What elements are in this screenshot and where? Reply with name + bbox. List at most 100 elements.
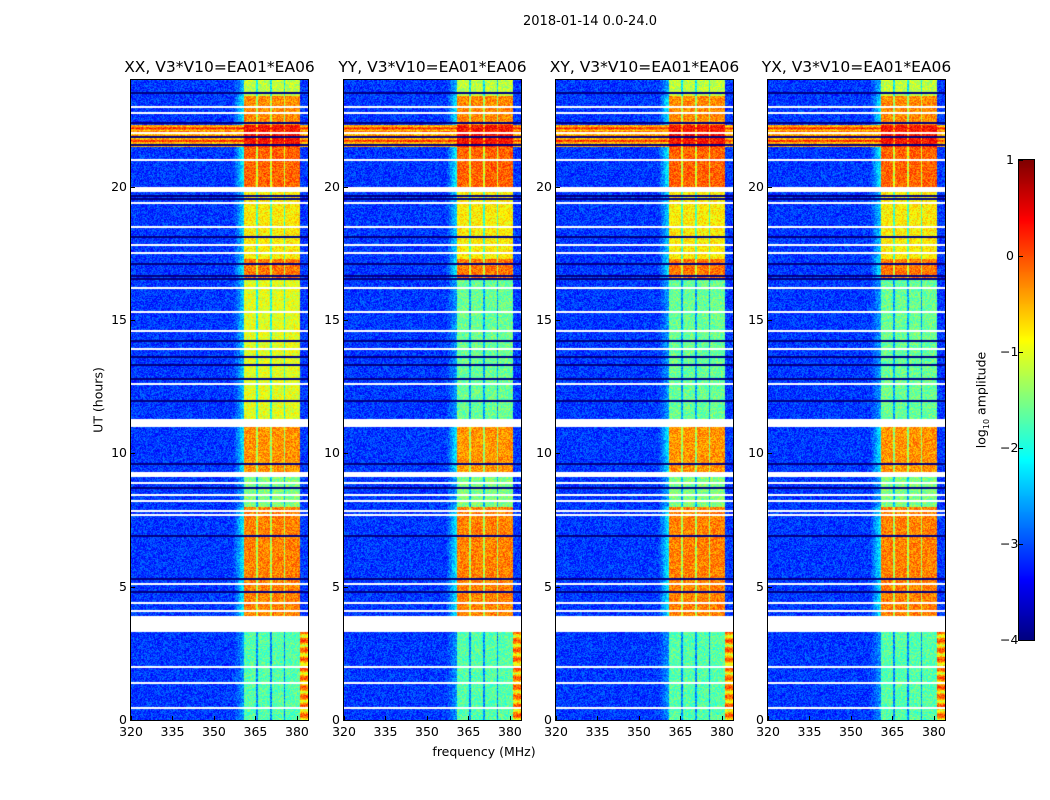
colorbar-label-log: log <box>973 429 989 449</box>
y-tick-label: 0 <box>332 712 340 727</box>
y-tick-mark <box>131 320 135 321</box>
y-tick-mark <box>344 453 348 455</box>
x-tick-label: 350 <box>415 724 439 739</box>
y-tick-mark <box>768 586 772 588</box>
x-tick-mark <box>680 716 682 720</box>
x-tick-mark <box>768 716 769 720</box>
panel-title: YY, V3*V10=EA01*EA06 <box>338 58 527 76</box>
spectrogram-panel <box>343 79 522 721</box>
x-tick-label: 335 <box>585 724 610 739</box>
x-tick-label: 365 <box>668 724 693 739</box>
x-tick-label: 380 <box>285 724 309 739</box>
y-tick-label: 10 <box>536 445 552 461</box>
y-tick-label: 20 <box>111 178 127 194</box>
y-tick-label: 15 <box>324 312 340 327</box>
y-tick-mark <box>768 186 772 188</box>
y-tick-mark <box>344 720 348 721</box>
y-tick-mark <box>556 586 560 588</box>
x-tick-label: 365 <box>880 724 905 739</box>
x-tick-mark <box>721 716 723 720</box>
x-tick-mark <box>809 716 811 720</box>
panel-title: YX, V3*V10=EA01*EA06 <box>761 58 952 76</box>
y-tick-label: 20 <box>748 178 764 194</box>
spectrogram-heatmap <box>344 80 521 720</box>
x-tick-label: 320 <box>332 724 356 739</box>
x-tick-label: 320 <box>544 724 568 739</box>
y-tick-label: 5 <box>544 578 552 594</box>
figure-suptitle: 2018-01-14 0.0-24.0 <box>523 14 657 29</box>
x-tick-mark <box>255 716 257 720</box>
colorbar-tick-label: 1 <box>1006 152 1014 167</box>
y-tick-label: 15 <box>111 312 127 327</box>
x-tick-label: 350 <box>627 724 651 739</box>
y-tick-mark <box>556 720 560 721</box>
x-tick-mark <box>509 716 511 720</box>
y-tick-label: 10 <box>748 445 764 461</box>
spectrogram-panel <box>555 79 734 721</box>
x-tick-label: 365 <box>456 724 481 739</box>
y-tick-label: 0 <box>119 712 127 727</box>
x-tick-mark <box>296 716 298 720</box>
x-tick-mark <box>385 716 387 720</box>
x-tick-label: 335 <box>373 724 398 739</box>
colorbar-label-suffix: amplitude <box>973 351 989 419</box>
y-tick-mark <box>768 453 772 455</box>
y-tick-label: 20 <box>324 178 340 194</box>
colorbar-tick-mark <box>1019 352 1023 353</box>
colorbar-tick-label: −3 <box>1000 536 1019 551</box>
colorbar-tick-label: −4 <box>1000 632 1019 647</box>
colorbar-tick-mark <box>1019 160 1023 161</box>
x-tick-label: 350 <box>202 724 226 739</box>
y-tick-label: 5 <box>756 578 764 594</box>
x-tick-label: 320 <box>119 724 143 739</box>
x-tick-mark <box>426 716 428 720</box>
x-tick-mark <box>933 716 935 720</box>
spectrogram-heatmap <box>768 80 945 720</box>
colorbar-tick-mark <box>1019 640 1023 641</box>
y-tick-mark <box>556 453 560 455</box>
panel-title: XX, V3*V10=EA01*EA06 <box>124 58 315 76</box>
colorbar-tick-label: 0 <box>1006 248 1014 263</box>
x-tick-mark <box>213 716 215 720</box>
x-tick-label: 335 <box>160 724 185 739</box>
colorbar-gradient <box>1019 160 1034 640</box>
colorbar-tick-mark <box>1019 448 1023 449</box>
x-tick-label: 365 <box>243 724 268 739</box>
y-tick-mark <box>556 186 560 188</box>
colorbar-tick-label: −1 <box>1000 344 1019 359</box>
y-tick-mark <box>131 453 135 455</box>
y-tick-mark <box>131 586 135 588</box>
y-tick-mark <box>344 586 348 588</box>
spectrogram-panel <box>767 79 946 721</box>
x-tick-mark <box>850 716 852 720</box>
x-tick-label: 350 <box>839 724 863 739</box>
x-tick-mark <box>131 716 132 720</box>
y-tick-label: 15 <box>536 312 552 327</box>
x-tick-label: 320 <box>756 724 780 739</box>
colorbar <box>1018 159 1035 641</box>
x-tick-label: 380 <box>498 724 522 739</box>
x-tick-mark <box>344 716 345 720</box>
x-tick-mark <box>556 716 557 720</box>
panel-title: XY, V3*V10=EA01*EA06 <box>549 58 740 76</box>
y-tick-mark <box>131 186 135 188</box>
y-tick-mark <box>344 320 348 321</box>
colorbar-label: log10 amplitude <box>973 352 991 448</box>
y-tick-label: 10 <box>324 445 340 461</box>
colorbar-tick-label: −2 <box>1000 440 1019 455</box>
y-tick-mark <box>344 186 348 188</box>
colorbar-tick-mark <box>1019 544 1023 545</box>
colorbar-label-sub: 10 <box>981 418 991 430</box>
y-tick-label: 20 <box>536 178 552 194</box>
spectrogram-panel <box>130 79 309 721</box>
y-tick-label: 10 <box>111 445 127 461</box>
x-tick-mark <box>638 716 640 720</box>
y-tick-mark <box>768 320 772 321</box>
y-tick-label: 5 <box>332 578 340 594</box>
x-tick-mark <box>172 716 174 720</box>
y-tick-mark <box>768 720 772 721</box>
spectrogram-heatmap <box>131 80 308 720</box>
y-tick-label: 5 <box>119 578 127 594</box>
y-tick-label: 0 <box>544 712 552 727</box>
x-tick-mark <box>468 716 470 720</box>
